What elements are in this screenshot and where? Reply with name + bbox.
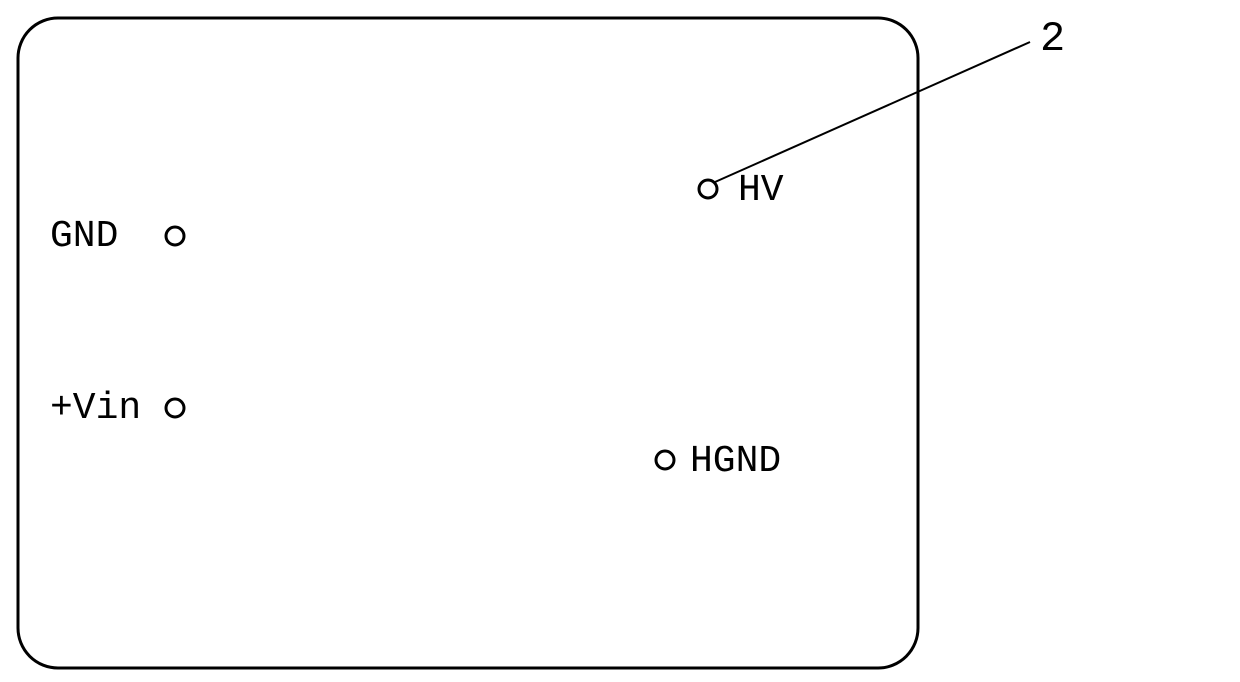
module-outline: [18, 18, 918, 668]
label-callout: 2: [1040, 18, 1065, 60]
pin-hv: [699, 180, 717, 198]
pin-vin: [166, 399, 184, 417]
label-vin: +Vin: [50, 390, 141, 428]
pin-hgnd: [656, 451, 674, 469]
diagram-stage: GND +Vin HV HGND 2: [0, 0, 1240, 682]
diagram-svg: [0, 0, 1240, 682]
callout-leader: [715, 42, 1030, 182]
label-hgnd: HGND: [690, 443, 781, 481]
pin-gnd: [166, 227, 184, 245]
label-gnd: GND: [50, 218, 118, 256]
label-hv: HV: [738, 172, 784, 210]
